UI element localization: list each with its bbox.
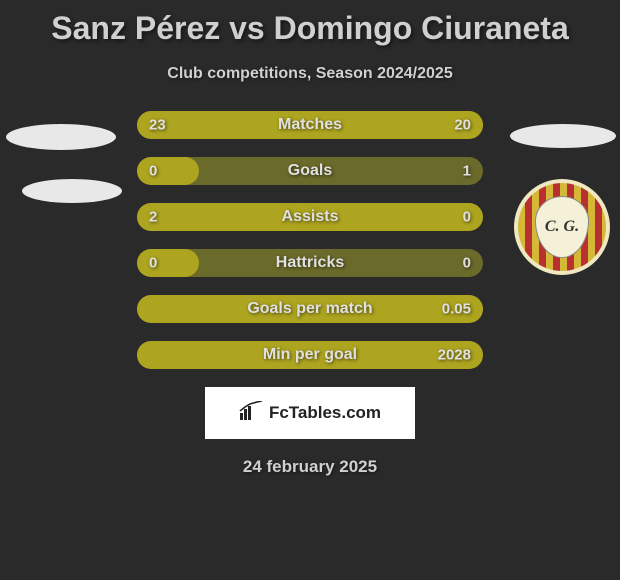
stat-value-left: 23: [149, 117, 166, 134]
stat-label: Matches: [278, 116, 342, 134]
stat-row: 0.05 Goals per match: [137, 295, 483, 323]
stat-label: Assists: [282, 208, 339, 226]
branding-box: FcTables.com: [205, 387, 415, 439]
stat-row: 0 0 Hattricks: [137, 249, 483, 277]
stat-value-right: 20: [454, 117, 471, 134]
stat-value-right: 0: [463, 209, 471, 226]
stat-value-left: 0: [149, 255, 157, 272]
stat-bar-fill-left: [137, 157, 199, 185]
stat-value-right: 0: [463, 255, 471, 272]
branding-chart-icon: [239, 401, 263, 426]
stat-value-left: 2: [149, 209, 157, 226]
stat-value-right: 0.05: [442, 301, 471, 318]
branding-text: FcTables.com: [269, 403, 381, 423]
stat-label: Min per goal: [263, 346, 357, 364]
stat-value-right: 2028: [438, 347, 471, 364]
stat-value-left: 0: [149, 163, 157, 180]
snapshot-date: 24 february 2025: [0, 457, 620, 477]
comparison-title: Sanz Pérez vs Domingo Ciuraneta: [0, 0, 620, 47]
stat-row: 2028 Min per goal: [137, 341, 483, 369]
stat-value-right: 1: [463, 163, 471, 180]
stats-area: 2320Matches01Goals20Assists00Hattricks0.…: [0, 111, 620, 369]
comparison-subtitle: Club competitions, Season 2024/2025: [0, 65, 620, 83]
stat-bar-fill-left: [137, 249, 199, 277]
stat-row: 0 1 Goals: [137, 157, 483, 185]
stat-label: Hattricks: [276, 254, 344, 272]
stat-label: Goals: [288, 162, 332, 180]
stat-row: 23 20 Matches: [137, 111, 483, 139]
stat-label: Goals per match: [247, 300, 372, 318]
stat-row: 2 0 Assists: [137, 203, 483, 231]
